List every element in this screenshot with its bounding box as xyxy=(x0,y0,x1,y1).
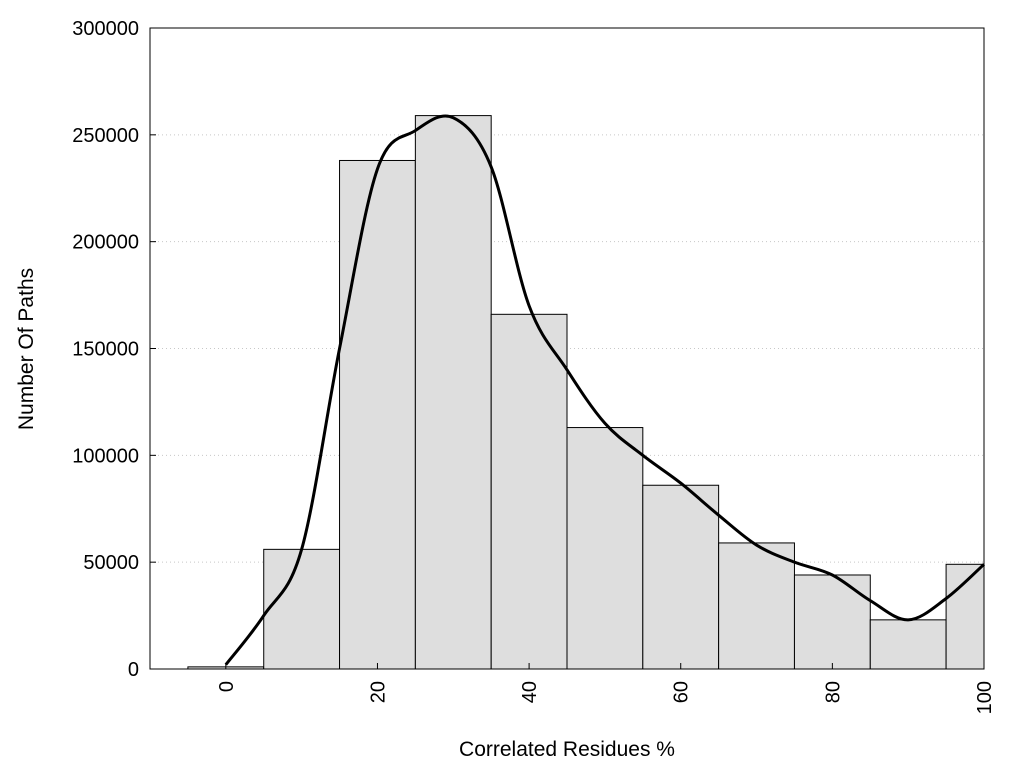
y-tick-labels: 0 50000 100000 150000 200000 250000 300000 xyxy=(72,18,156,681)
y-axis-label: Number Of Paths xyxy=(15,268,38,430)
histogram-bar xyxy=(945,563,985,670)
x-tick-label: 20 xyxy=(367,681,389,703)
histogram-bar xyxy=(414,115,492,670)
x-axis-label: Correlated Residues % xyxy=(459,738,675,761)
density-curve-layer xyxy=(224,114,986,666)
y-tick-label: 50000 xyxy=(83,552,139,574)
y-tick-label: 250000 xyxy=(72,125,139,147)
x-tick-label: 80 xyxy=(822,681,844,703)
x-tick-label: 60 xyxy=(671,681,693,703)
histogram-bar xyxy=(642,484,720,670)
y-tick-label: 100000 xyxy=(72,445,139,467)
histogram-bar xyxy=(793,574,871,670)
x-tick-label: 0 xyxy=(216,681,238,692)
histogram-bar xyxy=(339,159,416,670)
y-tick-label: 0 xyxy=(128,659,139,681)
histogram-bar xyxy=(718,542,795,670)
y-tick-label: 200000 xyxy=(72,232,139,254)
y-tick-label: 300000 xyxy=(72,18,139,40)
histogram-bar xyxy=(869,619,947,670)
density-curve xyxy=(224,114,986,666)
histogram-bar xyxy=(490,313,568,670)
x-tick-label: 100 xyxy=(974,681,996,714)
histogram-bar xyxy=(263,548,341,670)
y-tick-label: 150000 xyxy=(72,339,139,361)
histogram-bar xyxy=(566,427,644,670)
bars xyxy=(187,115,985,670)
x-tick-label: 40 xyxy=(519,681,541,703)
x-tick-labels: 0 20 40 60 80 100 xyxy=(216,663,996,714)
